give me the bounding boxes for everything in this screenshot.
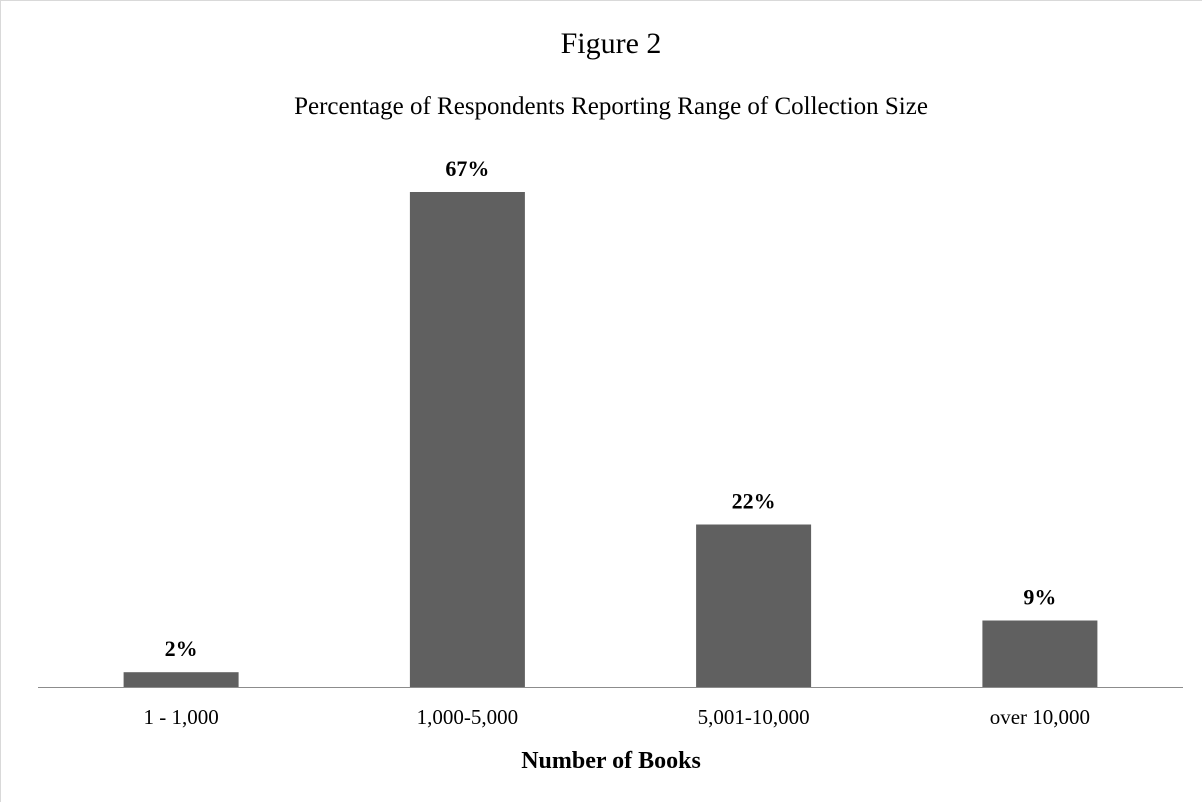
data-label: 9%	[1023, 585, 1056, 610]
x-tick-label: 1 - 1,000	[143, 705, 218, 729]
bars-layer	[123, 192, 1098, 687]
bar	[123, 672, 239, 687]
bar	[409, 192, 525, 687]
data-labels-layer: 2% 67% 22% 9%	[165, 156, 1057, 661]
bar	[982, 620, 1098, 687]
x-tick-label: over 10,000	[990, 705, 1090, 729]
chart-title: Figure 2	[561, 27, 662, 60]
chart-subtitle: Percentage of Respondents Reporting Rang…	[294, 93, 928, 120]
data-label: 67%	[445, 156, 489, 181]
x-axis-title: Number of Books	[521, 748, 701, 774]
x-tick-label: 1,000-5,000	[417, 705, 519, 729]
bar	[696, 524, 812, 687]
x-tick-label: 5,001-10,000	[698, 705, 810, 729]
data-label: 22%	[732, 489, 776, 514]
data-label: 2%	[165, 636, 198, 661]
x-tick-labels-layer: 1 - 1,000 1,000-5,000 5,001-10,000 over 10,…	[143, 705, 1090, 729]
